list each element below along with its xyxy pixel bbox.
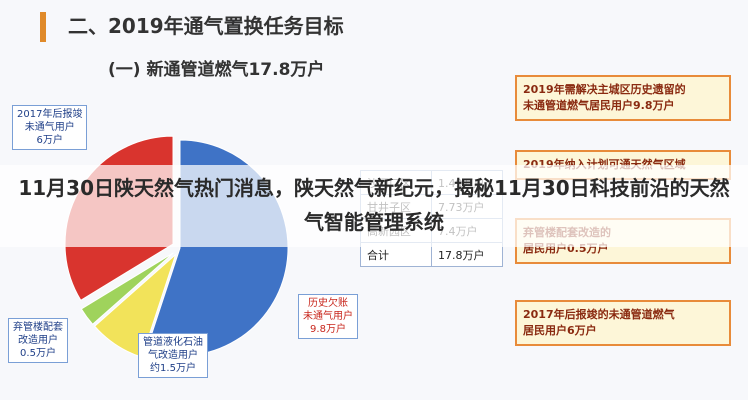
headline-band: 11月30日陕天然气热门消息，陕天然气新纪元，揭秘11月30日科技前沿的天然气智… [0,165,748,247]
accent-bar [40,12,46,42]
info-box: 2017年后报竣的未通管道燃气 居民用户6万户 [515,300,731,346]
slide-subtitle: (一) 新通管道燃气17.8万户 [108,60,325,80]
slide-title: 二、2019年通气置换任务目标 [68,14,344,38]
pie-label: 管道液化石油 气改造用户 约1.5万户 [138,333,208,378]
pie-label: 历史欠账 未通气用户 9.8万户 [298,294,358,339]
pie-label: 弃管楼配套 改造用户 0.5万户 [8,318,68,363]
headline: 11月30日陕天然气热门消息，陕天然气新纪元，揭秘11月30日科技前沿的天然气智… [18,176,730,234]
pie-slice [80,252,174,325]
info-box: 2019年需解决主城区历史遗留的 未通管道燃气居民用户9.8万户 [515,75,731,121]
pie-label: 2017年后报竣 未通气用户 6万户 [12,105,88,150]
